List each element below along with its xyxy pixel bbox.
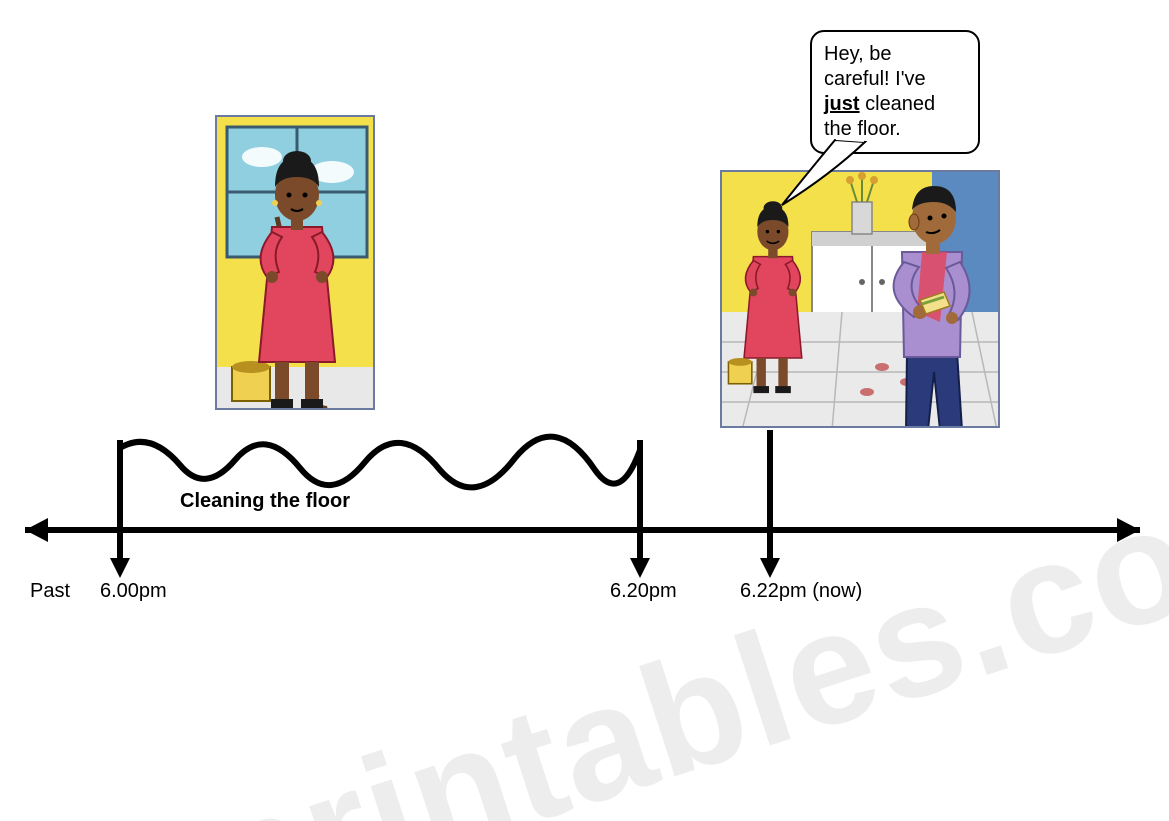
speech-just: just — [824, 93, 860, 115]
illustration-cleaning-svg — [217, 117, 375, 410]
illustration-cleaning — [215, 115, 375, 410]
label-past: Past — [30, 580, 70, 603]
label-t3: 6.22pm (now) — [740, 580, 862, 603]
watermark-text: ESLprintables.com — [0, 421, 1169, 821]
illustration-warning-svg — [722, 172, 1000, 428]
label-t2: 6.20pm — [610, 580, 677, 603]
speech-line1: Hey, be — [824, 43, 891, 65]
label-t1: 6.00pm — [100, 580, 167, 603]
illustration-warning — [720, 170, 1000, 428]
diagram-container: ESLprintables.com — [0, 0, 1169, 821]
speech-line3-rest: cleaned — [860, 93, 936, 115]
speech-line4: the floor. — [824, 118, 901, 140]
speech-bubble: Hey, be careful! I've just cleaned the f… — [810, 30, 980, 154]
label-activity: Cleaning the floor — [180, 490, 350, 513]
speech-line2: careful! I've — [824, 68, 926, 90]
